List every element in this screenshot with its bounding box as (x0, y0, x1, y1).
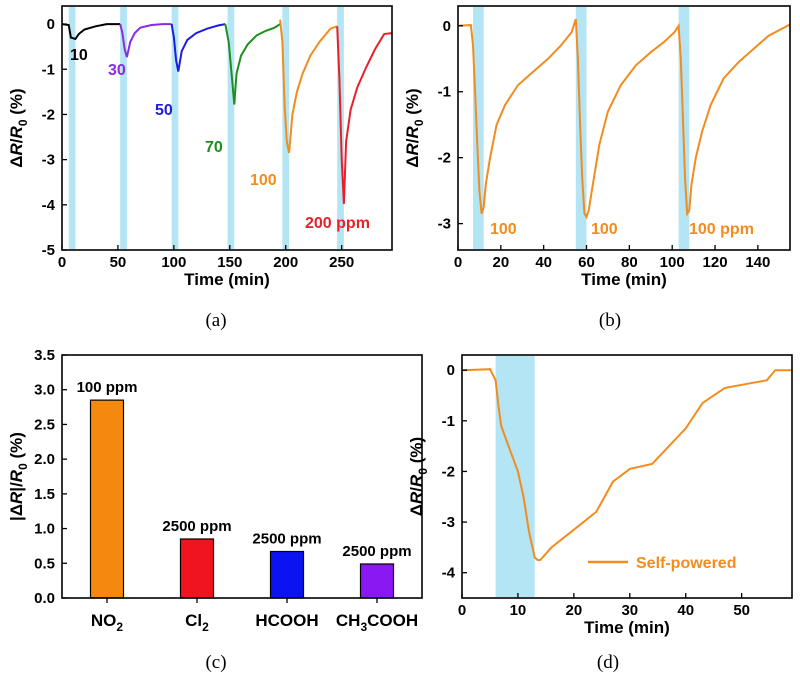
series-label-a-200: 200 ppm (305, 215, 370, 232)
y-tick-label-c-0: 0.0 (34, 590, 55, 607)
panel-label-b: (b) (599, 310, 621, 331)
y-tick-label-c-2: 1.0 (34, 521, 55, 538)
y-tick-label-b-1: -1 (438, 84, 451, 101)
x-tick-label-b-5: 100 (660, 254, 685, 271)
bar-c-0 (89, 399, 125, 599)
annotation-b-2: 100 ppm (689, 221, 754, 238)
category-label-c-3: CH3COOH (336, 611, 418, 634)
y-tick-label-c-1: 0.5 (34, 555, 55, 572)
y-axis-label-c: |ΔR|/R0 (%) (7, 432, 30, 521)
x-tick-label-d-0: 0 (458, 602, 466, 619)
series-label-a-50: 50 (155, 102, 173, 119)
series-label-a-10: 10 (70, 47, 88, 64)
legend-label-d: Self-powered (636, 555, 736, 572)
bar-c-3 (359, 563, 395, 599)
bar-label-c-2: 2500 ppm (252, 530, 321, 547)
x-tick-label-b-2: 40 (535, 254, 552, 271)
plot-frame-b (457, 5, 791, 251)
series-line-b (457, 18, 791, 220)
y-tick-label-c-6: 3.0 (34, 382, 55, 399)
y-tick-label-d-2: -2 (442, 463, 455, 480)
exposure-band-a-2 (171, 7, 179, 249)
x-tick-label-d-2: 20 (566, 602, 583, 619)
panel-label-c: (c) (205, 652, 226, 673)
annotation-b-0: 100 (490, 221, 517, 238)
annotation-b-1: 100 (591, 221, 618, 238)
y-tick-label-c-7: 3.5 (34, 347, 55, 364)
plot-frame-a (61, 5, 393, 251)
y-tick-label-a-0: 0 (47, 16, 55, 33)
series-label-a-100: 100 (250, 172, 277, 189)
y-tick-label-a-2: -2 (42, 106, 55, 123)
y-tick-label-b-3: -3 (438, 216, 451, 233)
y-tick-label-b-2: -2 (438, 150, 451, 167)
series-line-a-30 (119, 23, 172, 58)
y-tick-label-a-5: -5 (42, 242, 55, 259)
series-line-a-50 (170, 23, 226, 72)
chart-a: 10 30 50 70 100 200 ppm 0 50 100 150 200 250 0 -1 -2 -3… (7, 5, 393, 289)
y-tick-label-a-3: -3 (42, 152, 55, 169)
x-axis-label-b: Time (min) (581, 270, 667, 289)
y-tick-label-c-4: 2.0 (34, 451, 55, 468)
series-line-a-70 (224, 23, 281, 105)
series-label-a-30: 30 (108, 62, 126, 79)
plot-frame-c (61, 354, 423, 599)
category-label-c-2: HCOOH (255, 611, 318, 630)
panel-label-d: (d) (597, 652, 619, 673)
x-tick-label-d-4: 40 (677, 602, 694, 619)
x-axis-label-a: Time (min) (184, 270, 270, 289)
y-tick-label-a-4: -4 (42, 197, 56, 214)
x-tick-label-a-3: 150 (217, 254, 242, 271)
y-tick-label-c-3: 1.5 (34, 486, 55, 503)
series-label-a-70: 70 (205, 139, 223, 156)
x-tick-label-b-6: 120 (703, 254, 728, 271)
x-tick-label-b-4: 80 (621, 254, 638, 271)
chart-d: Self-powered 0 10 20 30 40 50 0 -1 -2 -3 -4 Time (mi… (407, 354, 793, 637)
x-tick-label-a-0: 0 (58, 254, 66, 271)
y-tick-label-d-0: 0 (447, 362, 455, 379)
series-line-a-10 (61, 23, 121, 41)
x-tick-label-b-7: 140 (745, 254, 770, 271)
y-axis-label-d: ΔR/R0 (%) (407, 437, 430, 516)
series-line-a-200 (336, 26, 393, 204)
y-tick-label-d-4: -4 (442, 565, 456, 582)
series-line-d (461, 368, 792, 561)
x-tick-label-d-5: 50 (733, 602, 750, 619)
bar-label-c-0: 100 ppm (77, 379, 138, 396)
plot-frame-d (461, 354, 793, 599)
x-tick-label-b-1: 20 (492, 254, 509, 271)
x-tick-label-d-3: 30 (621, 602, 638, 619)
exposure-band-a-0 (68, 7, 76, 249)
exposure-band-a-3 (227, 7, 235, 249)
panel-label-a: (a) (205, 310, 226, 331)
y-tick-label-d-1: -1 (442, 413, 455, 430)
x-tick-label-a-1: 50 (110, 254, 127, 271)
exposure-band-b-0 (472, 7, 484, 249)
bar-c-1 (179, 538, 215, 599)
exposure-band-a-1 (120, 7, 127, 249)
bar-label-c-3: 2500 ppm (342, 543, 411, 560)
bar-label-c-1: 2500 ppm (162, 518, 231, 535)
bar-c-2 (269, 550, 305, 599)
x-axis-label-d: Time (min) (584, 618, 670, 637)
category-label-c-1: Cl2 (185, 611, 209, 634)
x-tick-label-a-2: 100 (161, 254, 186, 271)
y-tick-label-c-5: 2.5 (34, 416, 55, 433)
y-tick-label-d-3: -3 (442, 514, 455, 531)
y-axis-label-a: ΔR/R0 (%) (7, 88, 30, 167)
x-tick-label-b-0: 0 (454, 254, 462, 271)
x-tick-label-a-5: 250 (329, 254, 354, 271)
x-tick-label-a-4: 200 (273, 254, 298, 271)
series-line-a-100 (279, 19, 338, 154)
exposure-band-d-0 (495, 356, 535, 597)
y-axis-label-b: ΔR/R0 (%) (403, 88, 426, 167)
category-label-c-0: NO2 (91, 611, 124, 634)
x-tick-label-b-3: 60 (578, 254, 595, 271)
y-tick-label-a-1: -1 (42, 61, 55, 78)
x-tick-label-d-1: 10 (510, 602, 527, 619)
y-tick-label-b-0: 0 (443, 18, 451, 35)
chart-c: 100 ppm NO2 2500 ppm Cl2 2500 ppm HCOOH 2500 p… (7, 347, 423, 634)
